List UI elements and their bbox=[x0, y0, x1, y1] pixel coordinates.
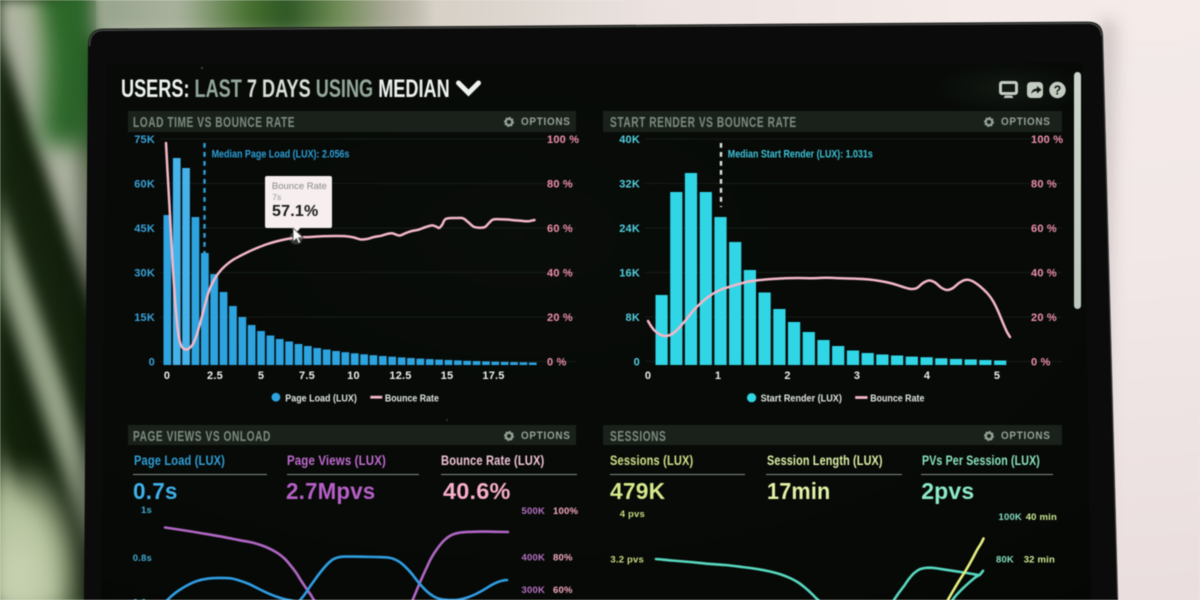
svg-text:2: 2 bbox=[784, 370, 790, 382]
svg-text:4 pvs: 4 pvs bbox=[620, 509, 645, 520]
svg-text:80 %: 80 % bbox=[547, 179, 573, 191]
svg-text:7.5: 7.5 bbox=[299, 370, 315, 382]
svg-text:3.2 pvs: 3.2 pvs bbox=[610, 555, 644, 566]
svg-text:Median Page Load (LUX): 2.056s: Median Page Load (LUX): 2.056s bbox=[212, 148, 350, 160]
svg-text:5: 5 bbox=[258, 370, 264, 382]
svg-text:80 %: 80 % bbox=[1031, 179, 1057, 191]
svg-text:5: 5 bbox=[994, 370, 1000, 382]
svg-text:0.6s: 0.6s bbox=[133, 598, 152, 600]
svg-text:60 %: 60 % bbox=[1031, 223, 1057, 235]
svg-text:20 %: 20 % bbox=[547, 312, 573, 324]
svg-text:0: 0 bbox=[634, 357, 640, 369]
svg-text:60%: 60% bbox=[553, 585, 573, 596]
svg-text:40K: 40K bbox=[619, 134, 640, 146]
svg-text:10: 10 bbox=[347, 370, 360, 382]
svg-text:Page Load (LUX): Page Load (LUX) bbox=[285, 392, 357, 404]
svg-text:?: ? bbox=[1054, 83, 1062, 97]
svg-text:40 %: 40 % bbox=[547, 268, 573, 280]
svg-text:8K: 8K bbox=[626, 312, 640, 324]
svg-text:40 %: 40 % bbox=[1031, 268, 1057, 280]
svg-text:400K: 400K bbox=[522, 553, 546, 564]
svg-text:0 %: 0 % bbox=[547, 357, 567, 369]
svg-text:300K: 300K bbox=[522, 585, 546, 596]
svg-text:100 %: 100 % bbox=[547, 134, 579, 146]
svg-text:0 %: 0 % bbox=[1031, 357, 1051, 369]
svg-text:100K: 100K bbox=[998, 512, 1022, 523]
svg-text:80K: 80K bbox=[996, 555, 1014, 566]
svg-text:Bounce Rate: Bounce Rate bbox=[870, 393, 924, 405]
svg-text:0: 0 bbox=[149, 357, 155, 369]
svg-text:75K: 75K bbox=[134, 134, 155, 146]
svg-text:24K: 24K bbox=[619, 223, 640, 235]
svg-text:12.5: 12.5 bbox=[389, 370, 411, 382]
svg-text:0.8s: 0.8s bbox=[133, 553, 152, 564]
svg-text:0: 0 bbox=[645, 370, 651, 382]
svg-text:2.5: 2.5 bbox=[207, 370, 223, 382]
svg-text:Bounce Rate: Bounce Rate bbox=[385, 392, 439, 404]
svg-text:Start Render (LUX): Start Render (LUX) bbox=[761, 393, 842, 405]
svg-text:15K: 15K bbox=[134, 312, 155, 324]
svg-text:15: 15 bbox=[441, 370, 454, 382]
svg-text:0: 0 bbox=[164, 370, 170, 382]
svg-text:17.5: 17.5 bbox=[482, 370, 504, 382]
svg-text:100 %: 100 % bbox=[1031, 134, 1063, 146]
svg-text:32K: 32K bbox=[619, 179, 640, 191]
svg-text:1: 1 bbox=[715, 370, 721, 382]
svg-text:40 min: 40 min bbox=[1026, 512, 1057, 523]
svg-text:500K: 500K bbox=[522, 506, 546, 517]
svg-text:16K: 16K bbox=[619, 268, 640, 280]
svg-text:3: 3 bbox=[854, 370, 860, 382]
svg-text:100%: 100% bbox=[553, 506, 578, 517]
svg-text:Median Start Render (LUX): 1.0: Median Start Render (LUX): 1.031s bbox=[728, 148, 873, 160]
svg-text:4: 4 bbox=[924, 370, 931, 382]
svg-text:32 min: 32 min bbox=[1024, 555, 1055, 566]
svg-text:60 %: 60 % bbox=[547, 223, 573, 235]
svg-text:30K: 30K bbox=[134, 268, 155, 280]
svg-text:80%: 80% bbox=[553, 553, 573, 564]
svg-text:60K: 60K bbox=[134, 179, 155, 191]
svg-text:20 %: 20 % bbox=[1031, 312, 1057, 324]
svg-text:1s: 1s bbox=[141, 505, 152, 516]
svg-text:45K: 45K bbox=[134, 223, 155, 235]
